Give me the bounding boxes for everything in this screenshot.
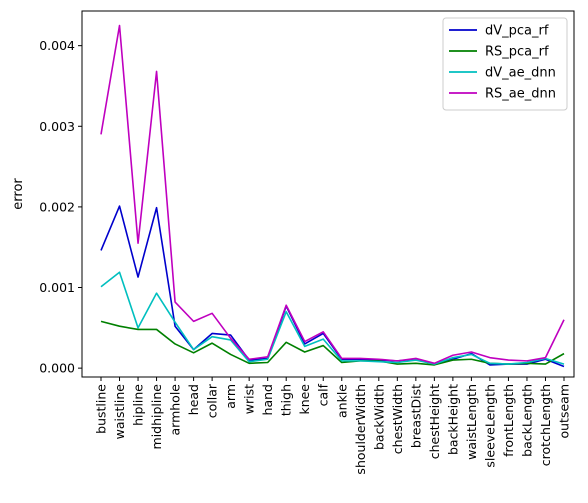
x-tick-label: ankle: [334, 384, 349, 418]
x-tick-label: shoulderWidth: [353, 384, 368, 475]
y-tick-label: 0.003: [39, 119, 75, 134]
x-tick-label: waistLength: [464, 384, 479, 460]
series-line-dV-ae-dnn: [100, 271, 565, 365]
legend-label: RS_pca_rf: [485, 45, 549, 60]
x-tick-label: collar: [205, 383, 220, 418]
series-lines: [100, 24, 565, 368]
x-tick-label: crotchLength: [538, 384, 553, 466]
x-tick-label: wrist: [242, 384, 257, 414]
series-line-dV-pca-rf: [100, 205, 565, 368]
y-tick-label: 0.000: [39, 361, 75, 376]
legend-label: dV_pca_rf: [485, 24, 549, 39]
x-tick-label: backWidth: [371, 384, 386, 450]
x-tick-label: armhole: [168, 384, 183, 436]
x-tick-label: arm: [223, 384, 238, 409]
x-tick-label: knee: [297, 384, 312, 415]
legend-label: dV_ae_dnn: [485, 66, 556, 81]
legend-box: [442, 17, 568, 111]
x-tick-label: breastDist: [408, 384, 423, 448]
x-tick-label: backLength: [519, 384, 534, 457]
x-tick-label: sleeveLength: [482, 384, 497, 468]
x-tick-label: backHeight: [445, 384, 460, 455]
x-tick-label: hipline: [131, 384, 146, 426]
y-tick-label: 0.001: [39, 280, 75, 295]
y-axis-label: error: [11, 178, 26, 210]
y-axis-ticks: 0.000 0.001 0.002 0.003 0.004: [39, 38, 82, 376]
x-tick-label: thigh: [279, 384, 294, 416]
x-tick-label: calf: [316, 383, 331, 406]
x-tick-label: outseam: [557, 384, 572, 439]
series-line-RS-ae-dnn: [100, 24, 565, 365]
x-tick-label: waistline: [112, 384, 127, 440]
x-tick-label: midhipline: [149, 384, 164, 450]
x-tick-label: frontLength: [501, 384, 516, 457]
x-tick-label: hand: [260, 384, 275, 415]
y-tick-label: 0.002: [39, 199, 75, 214]
plot-frame: [81, 10, 575, 378]
x-tick-label: chestHeight: [427, 384, 442, 459]
x-axis-ticks: bustline waistline hipline midhipline armhol…: [94, 377, 572, 475]
x-tick-label: bustline: [94, 384, 109, 434]
legend-label: RS_ae_dnn: [485, 87, 556, 102]
x-tick-label: head: [186, 384, 201, 415]
legend: dV_pca_rf RS_pca_rf dV_ae_dnn RS_ae_dnn: [442, 17, 568, 111]
y-tick-label: 0.004: [39, 38, 75, 53]
x-tick-label: chestWidth: [390, 384, 405, 454]
